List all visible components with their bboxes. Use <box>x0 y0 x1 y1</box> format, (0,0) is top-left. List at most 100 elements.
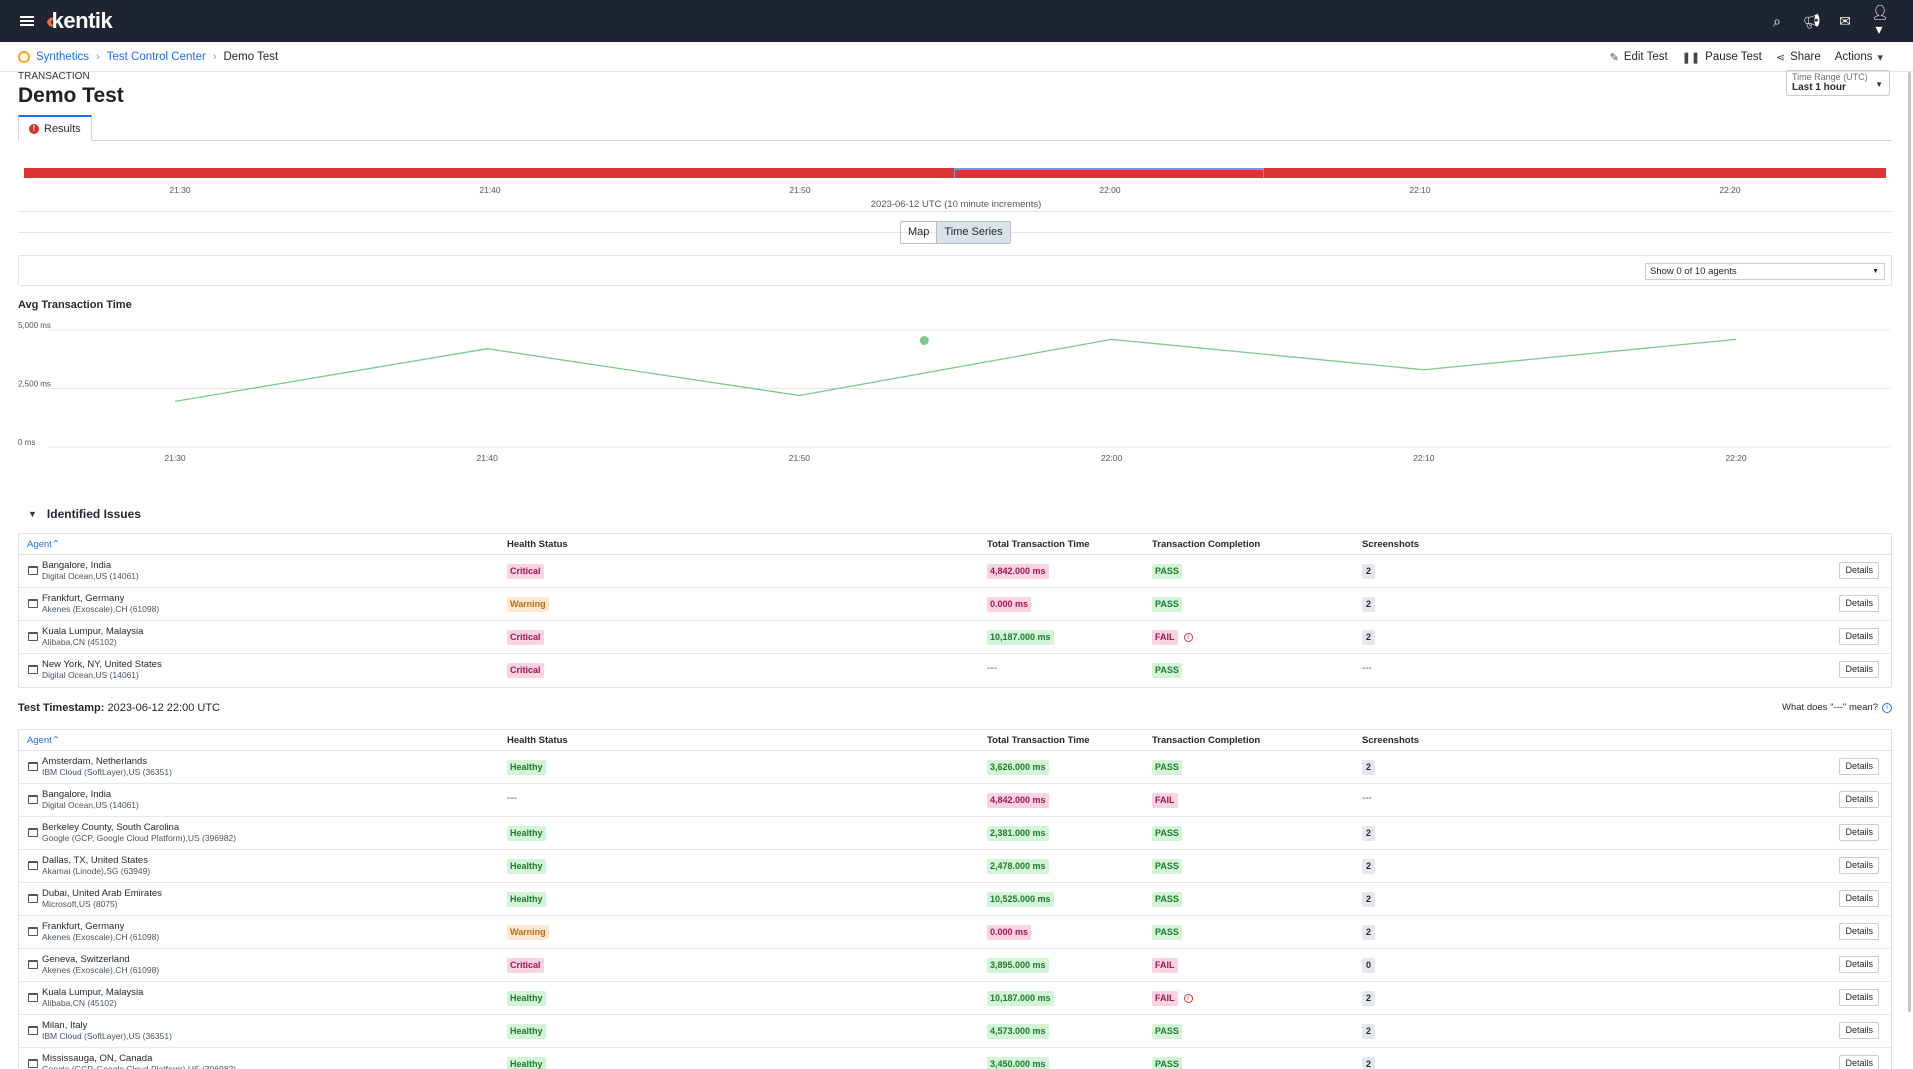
agent-network: Akenes (Exoscale),CH (61098) <box>42 932 160 942</box>
breadcrumb-current: Demo Test <box>223 50 279 63</box>
time-series-view-button[interactable]: Time Series <box>936 222 1010 243</box>
megaphone-icon[interactable]: 📢︎ <box>1803 12 1821 29</box>
alert-icon: ! <box>29 123 39 134</box>
details-button[interactable]: Details <box>1839 1055 1879 1069</box>
col-total-transaction-time: Total Transaction Time <box>987 735 1090 746</box>
calendar-icon <box>28 632 38 641</box>
sort-ascending-icon: ⌃ <box>51 539 60 550</box>
details-button[interactable]: Details <box>1839 661 1879 678</box>
breadcrumb-synthetics[interactable]: Synthetics <box>36 50 90 63</box>
chevron-right-icon: › <box>96 50 100 63</box>
details-button[interactable]: Details <box>1839 956 1879 973</box>
issues-table: Agent⌃ Health Status Total Transaction T… <box>18 533 1892 688</box>
actions-menu-button[interactable]: Actions ▾ <box>1835 51 1883 64</box>
results-table: Agent⌃ Health Status Total Transaction T… <box>18 729 1892 1069</box>
health-status-badge: Critical <box>507 630 544 645</box>
info-circle-icon[interactable]: i <box>1183 994 1193 1004</box>
logo-text: kentik <box>51 8 113 33</box>
health-status-badge: --- <box>507 793 517 804</box>
screenshots-count: --- <box>1362 793 1372 804</box>
details-button[interactable]: Details <box>1839 791 1879 808</box>
menu-icon[interactable] <box>20 16 34 26</box>
breadcrumb-test-control-center[interactable]: Test Control Center <box>106 50 206 63</box>
agent-select-dropdown[interactable]: Show 0 of 10 agents ▼ <box>1645 263 1885 280</box>
col-screenshots: Screenshots <box>1362 539 1420 550</box>
completion-badge: FAIL <box>1152 958 1178 973</box>
health-status-badge: Warning <box>507 925 549 940</box>
timeline-selection[interactable] <box>954 168 1264 178</box>
search-icon[interactable]: ⌕ <box>1773 12 1781 29</box>
completion-badge: PASS <box>1152 597 1182 612</box>
calendar-icon <box>28 1026 38 1035</box>
col-transaction-completion: Transaction Completion <box>1152 539 1261 550</box>
pause-test-button[interactable]: ❚❚ Pause Test <box>1682 51 1762 64</box>
kentik-logo-mark-icon: ‹‹ <box>46 8 54 33</box>
tab-bar: ! Results <box>18 115 1892 141</box>
col-agent-sort[interactable]: Agent⌃ <box>27 539 60 550</box>
agent-network: Digital Ocean,US (14061) <box>42 800 139 810</box>
chart-title: Avg Transaction Time <box>18 299 132 311</box>
synthetics-icon <box>18 50 30 63</box>
chart-x-tick-label: 22:00 <box>1101 453 1123 463</box>
chart-x-tick-label: 22:10 <box>1413 453 1435 463</box>
details-button[interactable]: Details <box>1839 923 1879 940</box>
details-button[interactable]: Details <box>1839 857 1879 874</box>
dash-help-link[interactable]: What does "---" mean? i <box>1782 702 1892 713</box>
completion-badge: PASS <box>1152 826 1182 841</box>
completion-badge: PASS <box>1152 564 1182 579</box>
pause-icon: ❚❚ <box>1681 51 1701 64</box>
transaction-time-badge: 3,450.000 ms <box>987 1057 1049 1069</box>
time-range-selector[interactable]: Time Range (UTC) Last 1 hour ▼ <box>1786 70 1890 96</box>
page-scrollbar[interactable] <box>1908 72 1911 1012</box>
kentik-logo[interactable]: ‹‹ kentik <box>46 8 113 34</box>
map-view-button[interactable]: Map <box>908 226 930 238</box>
calendar-icon <box>28 828 38 837</box>
pause-test-label: Pause Test <box>1705 51 1762 63</box>
col-agent-sort[interactable]: Agent⌃ <box>27 735 60 746</box>
agent-name: Bangalore, India <box>42 560 112 571</box>
details-button[interactable]: Details <box>1839 758 1879 775</box>
identified-issues-header[interactable]: ▼ Identified Issues <box>28 507 141 521</box>
health-status-badge: Healthy <box>507 1057 546 1069</box>
status-timeline-bar[interactable] <box>24 168 1886 178</box>
chat-icon[interactable]: ✉︎ <box>1839 12 1851 29</box>
agent-name: Mississauga, ON, Canada <box>42 1053 153 1064</box>
timeline-caption: 2023-06-12 UTC (10 minute increments) <box>870 199 1042 210</box>
table-row: Geneva, Switzerland Akenes (Exoscale),CH … <box>19 949 1891 982</box>
share-button[interactable]: ⋖ Share <box>1776 51 1821 64</box>
details-button[interactable]: Details <box>1839 628 1879 645</box>
details-button[interactable]: Details <box>1839 562 1879 579</box>
calendar-icon <box>28 861 38 870</box>
tab-results[interactable]: ! Results <box>18 115 92 141</box>
screenshots-count: 2 <box>1362 564 1376 579</box>
details-button[interactable]: Details <box>1839 989 1879 1006</box>
calendar-icon <box>28 566 38 575</box>
calendar-icon <box>28 993 38 1002</box>
calendar-icon <box>28 894 38 903</box>
agent-name: Geneva, Switzerland <box>42 954 130 965</box>
completion-badge: PASS <box>1152 1024 1182 1039</box>
chart-y-tick-label: 0 ms <box>18 438 35 447</box>
timeline-tick: 22:20 <box>1719 185 1741 195</box>
screenshots-count: 2 <box>1362 991 1376 1006</box>
completion-badge: FAIL <box>1152 630 1178 645</box>
edit-test-button[interactable]: ✎ Edit Test <box>1610 51 1668 64</box>
health-status-badge: Healthy <box>507 859 546 874</box>
test-type-label: TRANSACTION <box>18 71 90 82</box>
table-row: Amsterdam, Netherlands IBM Cloud (SoftLay… <box>19 751 1891 784</box>
transaction-time-badge: 4,573.000 ms <box>987 1024 1049 1039</box>
caret-down-icon: ▾ <box>1877 51 1883 64</box>
table-row: Berkeley County, South Carolina Google (G… <box>19 817 1891 850</box>
agent-name: Milan, Italy <box>42 1020 88 1031</box>
agent-network: Google (GCP, Google Cloud Platform),US (… <box>42 833 237 843</box>
table-row: Bangalore, India Digital Ocean,US (14061)… <box>19 555 1891 588</box>
col-total-transaction-time: Total Transaction Time <box>987 539 1090 550</box>
user-icon[interactable]: 👤︎▾ <box>1871 4 1889 37</box>
details-button[interactable]: Details <box>1839 890 1879 907</box>
share-label: Share <box>1790 51 1821 63</box>
share-icon: ⋖ <box>1775 51 1786 64</box>
details-button[interactable]: Details <box>1839 1022 1879 1039</box>
details-button[interactable]: Details <box>1839 595 1879 612</box>
details-button[interactable]: Details <box>1839 824 1879 841</box>
info-circle-icon[interactable]: i <box>1183 633 1193 643</box>
